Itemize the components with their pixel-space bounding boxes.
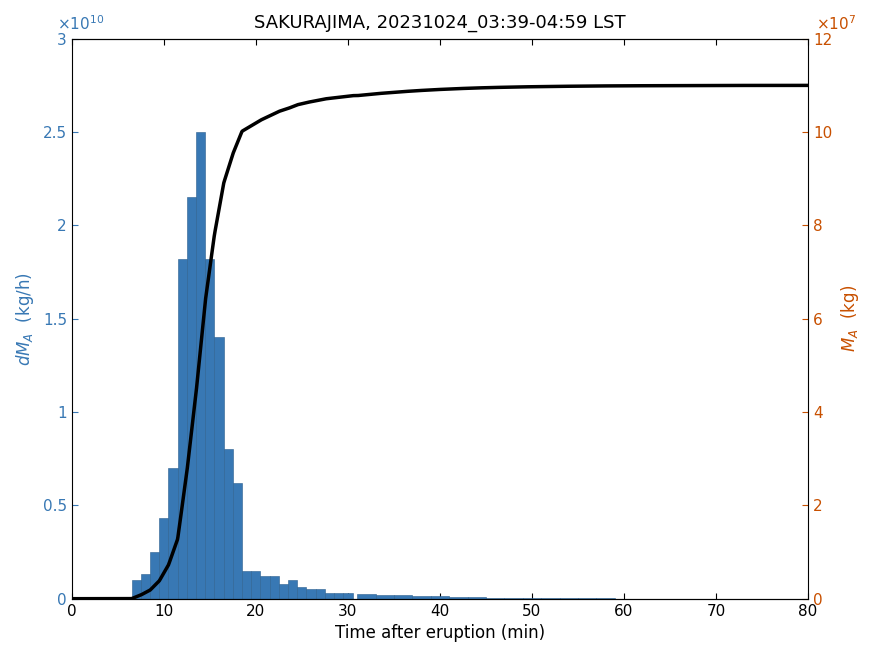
- Bar: [467, 597, 486, 599]
- Bar: [412, 596, 430, 599]
- Bar: [169, 468, 178, 599]
- X-axis label: Time after eruption (min): Time after eruption (min): [335, 624, 545, 642]
- Bar: [270, 577, 279, 599]
- Y-axis label: $M_A$  (kg): $M_A$ (kg): [839, 285, 861, 352]
- Bar: [316, 589, 325, 599]
- Bar: [233, 483, 242, 599]
- Bar: [288, 580, 298, 599]
- Bar: [375, 595, 394, 599]
- Bar: [486, 598, 504, 599]
- Bar: [504, 598, 522, 599]
- Bar: [522, 598, 541, 599]
- Bar: [159, 518, 169, 599]
- Bar: [224, 449, 233, 599]
- Bar: [357, 594, 375, 599]
- Title: SAKURAJIMA, 20231024_03:39-04:59 LST: SAKURAJIMA, 20231024_03:39-04:59 LST: [254, 14, 626, 32]
- Bar: [214, 337, 224, 599]
- Bar: [206, 259, 214, 599]
- Bar: [430, 596, 449, 599]
- Text: $\times 10^{10}$: $\times 10^{10}$: [57, 14, 104, 33]
- Bar: [261, 577, 270, 599]
- Bar: [306, 589, 316, 599]
- Bar: [251, 571, 261, 599]
- Bar: [325, 593, 334, 599]
- Bar: [279, 584, 288, 599]
- Bar: [334, 593, 343, 599]
- Bar: [394, 596, 412, 599]
- Bar: [141, 575, 150, 599]
- Bar: [449, 597, 467, 599]
- Bar: [242, 571, 251, 599]
- Bar: [131, 580, 141, 599]
- Bar: [343, 593, 353, 599]
- Bar: [298, 588, 306, 599]
- Bar: [178, 259, 187, 599]
- Bar: [196, 132, 206, 599]
- Y-axis label: $dM_A$  (kg/h): $dM_A$ (kg/h): [14, 272, 36, 365]
- Bar: [150, 552, 159, 599]
- Bar: [187, 197, 196, 599]
- Text: $\times 10^{7}$: $\times 10^{7}$: [816, 14, 856, 33]
